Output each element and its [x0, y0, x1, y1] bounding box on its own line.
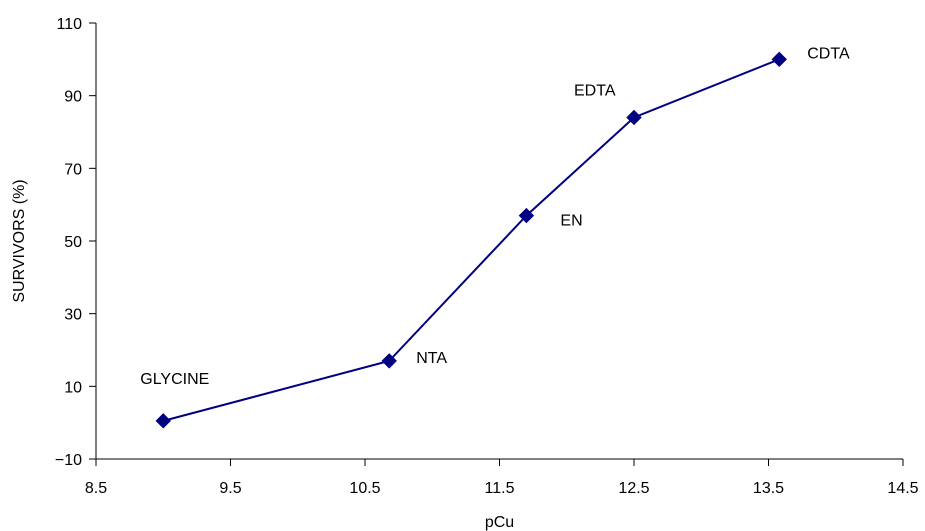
y-axis-title: SURVIVORS (%)	[11, 179, 28, 302]
x-axis-ticks: 8.5 9.5 10.5 11.5 12.5 13.5 14.5	[85, 459, 919, 497]
x-tick-label: 12.5	[618, 480, 649, 497]
data-markers	[155, 51, 787, 429]
y-tick-label: 110	[56, 16, 82, 33]
data-point-marker	[381, 353, 397, 369]
series-line	[163, 58, 780, 422]
x-tick-label: 14.5	[887, 480, 918, 497]
point-label: NTA	[416, 350, 447, 367]
data-point-marker	[518, 207, 535, 224]
data-point-marker	[626, 109, 642, 126]
x-tick-label: 8.5	[85, 480, 107, 497]
x-axis-title: pCu	[485, 514, 514, 531]
x-tick-label: 13.5	[753, 480, 784, 497]
series-polyline	[163, 58, 780, 422]
x-tick-label: 11.5	[485, 480, 515, 497]
data-point-marker	[155, 413, 171, 429]
y-tick-label: −10	[55, 452, 82, 469]
point-label: GLYCINE	[140, 371, 209, 388]
data-point-marker	[771, 51, 787, 68]
y-axis-ticks: 110 90 70 50 30 10 −10	[55, 16, 96, 469]
point-label: CDTA	[807, 45, 850, 62]
x-tick-label: 10.5	[349, 480, 380, 497]
y-tick-label: 50	[64, 234, 82, 251]
y-tick-label: 90	[64, 89, 82, 106]
point-label: EDTA	[574, 82, 616, 99]
x-tick-label: 9.5	[219, 480, 241, 497]
axes	[95, 23, 903, 460]
point-labels: GLYCINE NTA EN EDTA CDTA	[140, 45, 850, 388]
y-tick-label: 70	[64, 161, 82, 178]
point-label: EN	[560, 213, 582, 230]
y-tick-label: 30	[64, 307, 82, 324]
y-tick-label: 10	[64, 379, 82, 396]
